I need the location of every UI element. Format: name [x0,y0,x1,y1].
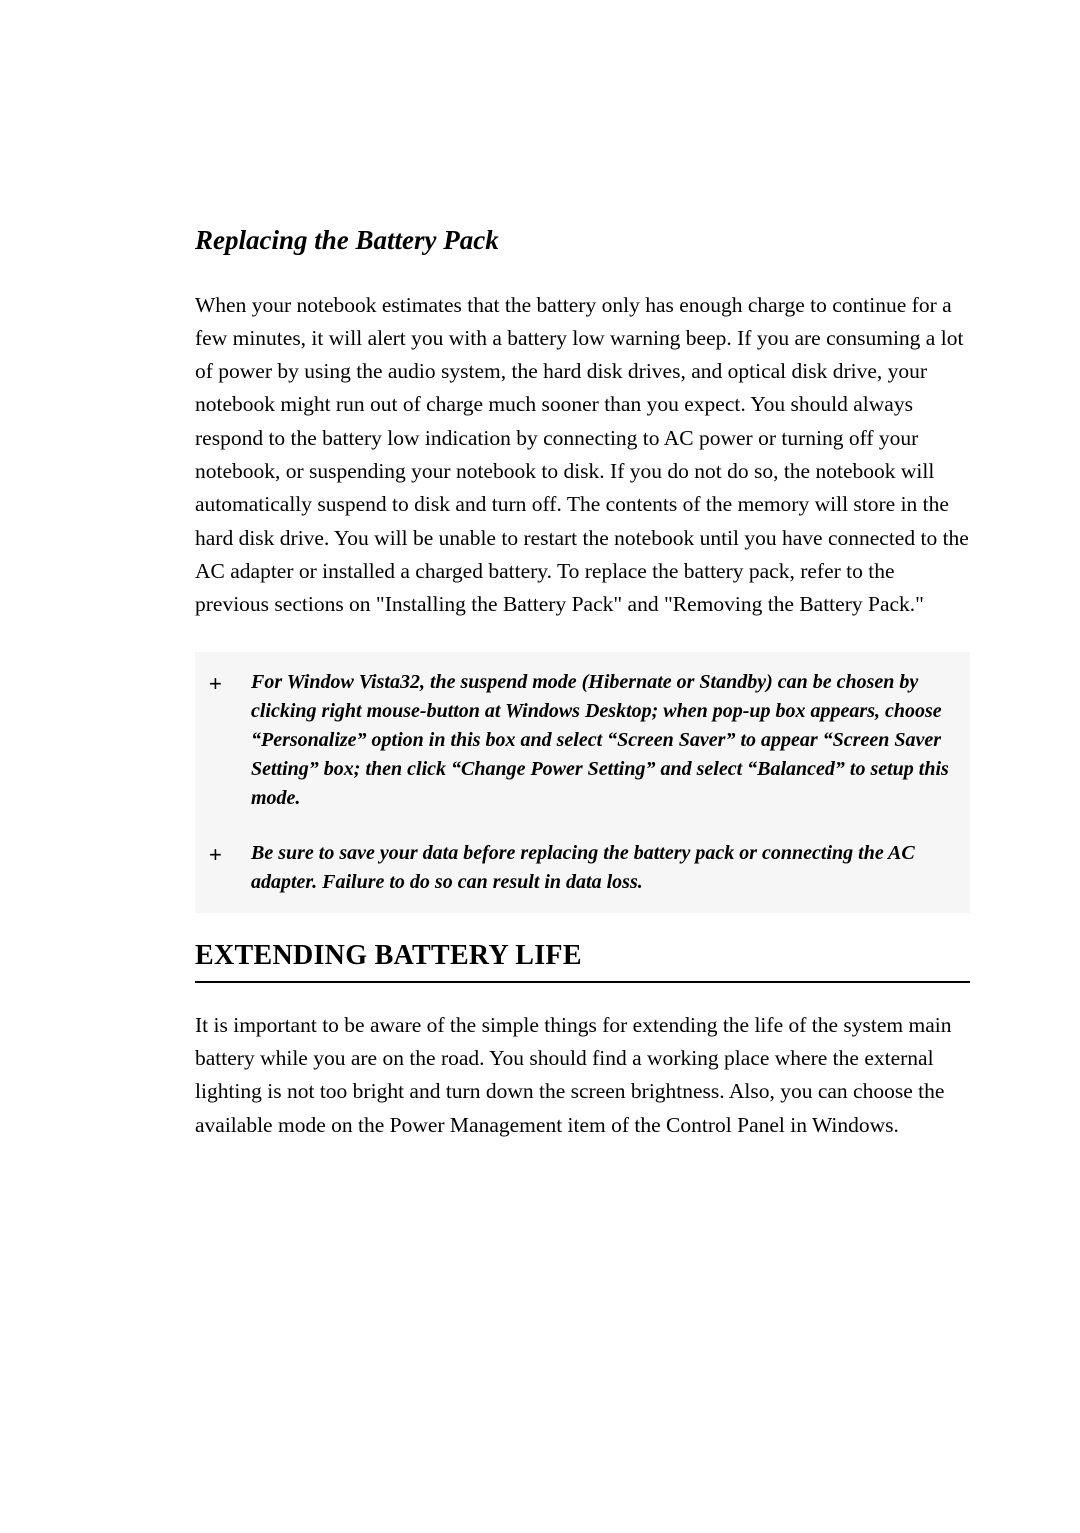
document-page: Replacing the Battery Pack When your not… [0,0,1080,1533]
note-text: For Window Vista32, the suspend mode (Hi… [251,668,956,813]
note-text: Be sure to save your data before replaci… [251,839,956,897]
plus-bullet-icon: + [205,839,233,897]
major-heading: EXTENDING BATTERY LIFE [195,935,970,983]
plus-bullet-icon: + [205,668,233,813]
section-title: Replacing the Battery Pack [195,220,970,261]
note-item: + For Window Vista32, the suspend mode (… [195,662,970,819]
notes-box: + For Window Vista32, the suspend mode (… [195,652,970,913]
paragraph-extending: It is important to be aware of the simpl… [195,1009,970,1142]
paragraph-intro: When your notebook estimates that the ba… [195,289,970,622]
note-item: + Be sure to save your data before repla… [195,833,970,903]
